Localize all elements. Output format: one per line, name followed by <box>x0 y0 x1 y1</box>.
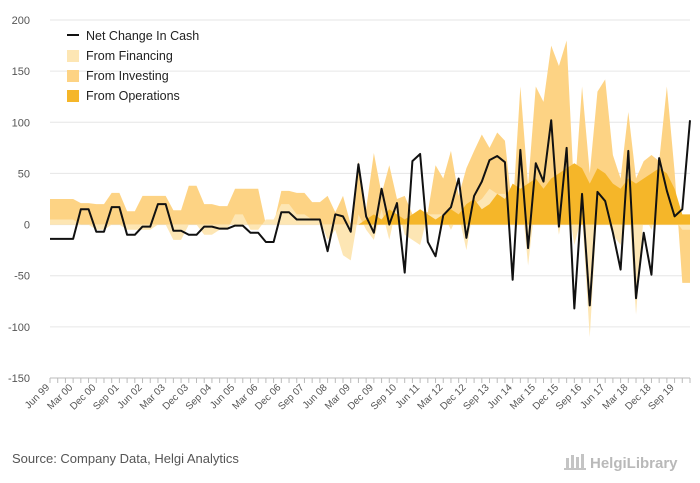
legend-financing-swatch <box>67 50 79 62</box>
legend-investing-label: From Investing <box>86 69 169 83</box>
x-tick-label: Sep 16 <box>554 382 584 412</box>
y-tick-label: 0 <box>24 220 30 232</box>
area-from-operations <box>50 163 690 225</box>
x-tick-label: Sep 19 <box>647 382 677 412</box>
x-tick-label: Sep 07 <box>276 382 306 412</box>
y-tick-label: 50 <box>18 168 30 180</box>
x-tick-label: Sep 04 <box>184 382 214 412</box>
x-tick-label: Sep 13 <box>461 382 491 412</box>
line-net-change-in-cash <box>50 119 691 310</box>
legend-operations-label: From Operations <box>86 89 180 103</box>
area-layer <box>50 40 690 338</box>
library-icon <box>564 454 586 470</box>
x-tick-label: Sep 01 <box>91 382 121 412</box>
y-tick-label: 200 <box>12 15 30 27</box>
y-tick-label: -100 <box>8 322 30 334</box>
brand-logo: HelgiLibrary <box>564 454 678 472</box>
legend-financing-label: From Financing <box>86 49 173 63</box>
y-tick-label: 100 <box>12 117 30 129</box>
legend-investing-swatch <box>67 70 79 82</box>
legend: Net Change In Cash From Financing From I… <box>67 29 199 103</box>
legend-net-label: Net Change In Cash <box>86 29 199 43</box>
line-layer <box>50 119 691 310</box>
y-tick-label: -150 <box>8 373 30 385</box>
brand-name: HelgiLibrary <box>590 455 678 472</box>
x-tick-label: Sep 10 <box>369 382 399 412</box>
source-note: Source: Company Data, Helgi Analytics <box>12 451 239 466</box>
y-tick-label: -50 <box>14 271 30 283</box>
y-tick-label: 150 <box>12 66 30 78</box>
legend-operations-swatch <box>67 90 79 102</box>
